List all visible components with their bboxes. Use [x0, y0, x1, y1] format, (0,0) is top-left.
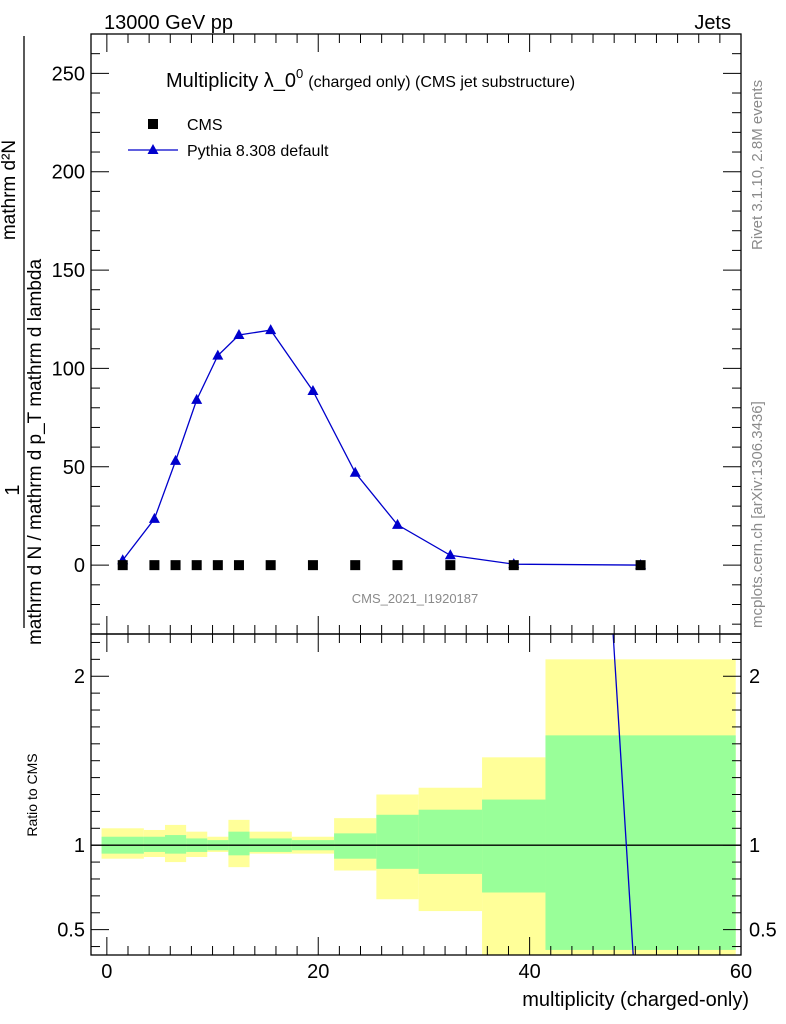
- x-tick-label: 60: [730, 961, 752, 983]
- pythia-point: [392, 518, 404, 529]
- series-cms: [117, 560, 646, 571]
- ylabel-denominator: mathrm d N / mathrm d p_T mathrm d lambd…: [25, 259, 46, 646]
- inner-band-bin: [418, 809, 483, 874]
- x-tick-label: 40: [518, 961, 540, 983]
- inner-band-bin: [143, 836, 165, 852]
- x-axis-label: multiplicity (charged-only): [522, 989, 749, 1011]
- rivet-label: Rivet 3.1.10, 2.8M events: [749, 80, 766, 250]
- ratio-y-tick-label-right: 1: [749, 835, 760, 857]
- x-tick-label: 20: [307, 961, 329, 983]
- ratio-y-axis-label: Ratio to CMS: [24, 753, 40, 836]
- pythia-point: [191, 393, 203, 404]
- plot-title: Multiplicity λ_00 (charged only) (CMS jet…: [166, 66, 575, 92]
- pythia-ratio-line: [612, 633, 634, 956]
- pythia-line: [122, 329, 641, 566]
- main-y-tick-label: 250: [52, 63, 85, 85]
- inner-band-bin: [545, 735, 736, 950]
- mcplots-label: mcplots.cern.ch [arXiv:1306.3436]: [749, 401, 766, 628]
- inner-band-bin: [376, 814, 419, 869]
- main-y-tick-label: 0: [74, 555, 85, 577]
- plot-title-main: Multiplicity λ_0: [166, 70, 296, 92]
- x-tick-label: 0: [101, 961, 112, 983]
- header-left: 13000 GeV pp: [104, 12, 233, 34]
- cms-point: [635, 560, 646, 571]
- cms-point: [307, 560, 318, 571]
- ratio-y-tick-label: 1: [74, 835, 85, 857]
- cms-point: [445, 560, 456, 571]
- inner-band-bin: [228, 831, 250, 856]
- pythia-point: [212, 349, 224, 360]
- ratio-y-tick-label: 0.5: [57, 920, 85, 942]
- pythia-point: [170, 454, 182, 465]
- ylabel-top: mathrm d²N: [0, 140, 20, 240]
- plot-title-rest: (charged only) (CMS jet substructure): [308, 74, 575, 91]
- cms-point: [149, 560, 160, 571]
- cms-point: [508, 560, 519, 571]
- inner-band-bin: [334, 833, 377, 859]
- cms-point: [233, 560, 244, 571]
- main-y-tick-label: 150: [52, 260, 85, 282]
- legend-cms-marker: [148, 119, 158, 129]
- cms-point: [392, 560, 403, 571]
- ratio-y-tick-label-right: 2: [749, 666, 760, 688]
- pythia-point: [148, 512, 160, 523]
- pythia-point: [444, 549, 456, 560]
- ratio-ticks: 0 20 40 60 0.5 0.5 1 1 2 2: [57, 634, 777, 983]
- cms-point: [265, 560, 276, 571]
- ylabel-numerator: 1: [2, 484, 24, 495]
- main-y-ticks: 0 50 100 150 200 250: [52, 33, 742, 634]
- legend: CMS Pythia 8.308 default: [128, 117, 329, 160]
- ratio-uncertainty-bands: [101, 659, 736, 955]
- ratio-lines: [91, 633, 741, 956]
- inner-band-bin: [482, 799, 546, 893]
- cms-point: [117, 560, 128, 571]
- inner-band-bin: [164, 835, 187, 854]
- main-y-axis-label: 1 mathrm d N / mathrm d p_T mathrm d lam…: [0, 36, 46, 645]
- main-y-tick-label: 50: [63, 457, 85, 479]
- cms-point: [191, 560, 202, 571]
- main-y-tick-label: 200: [52, 162, 85, 184]
- cms-point: [350, 560, 361, 571]
- pythia-point: [265, 324, 277, 335]
- pythia-point: [349, 466, 361, 477]
- ratio-y-tick-label-right: 0.5: [749, 920, 777, 942]
- pythia-point: [307, 385, 319, 396]
- legend-pythia-marker: [147, 144, 159, 154]
- pythia-point: [233, 328, 245, 339]
- analysis-watermark: CMS_2021_I1920187: [352, 591, 479, 606]
- plot-title-sup: 0: [296, 66, 303, 81]
- main-y-tick-label: 100: [52, 358, 85, 380]
- legend-cms-label: CMS: [187, 117, 223, 134]
- cms-point: [212, 560, 223, 571]
- header-right: Jets: [694, 12, 731, 34]
- ratio-y-tick-label: 2: [74, 666, 85, 688]
- series-pythia: [117, 324, 647, 570]
- cms-point: [170, 560, 181, 571]
- legend-pythia-label: Pythia 8.308 default: [187, 143, 329, 160]
